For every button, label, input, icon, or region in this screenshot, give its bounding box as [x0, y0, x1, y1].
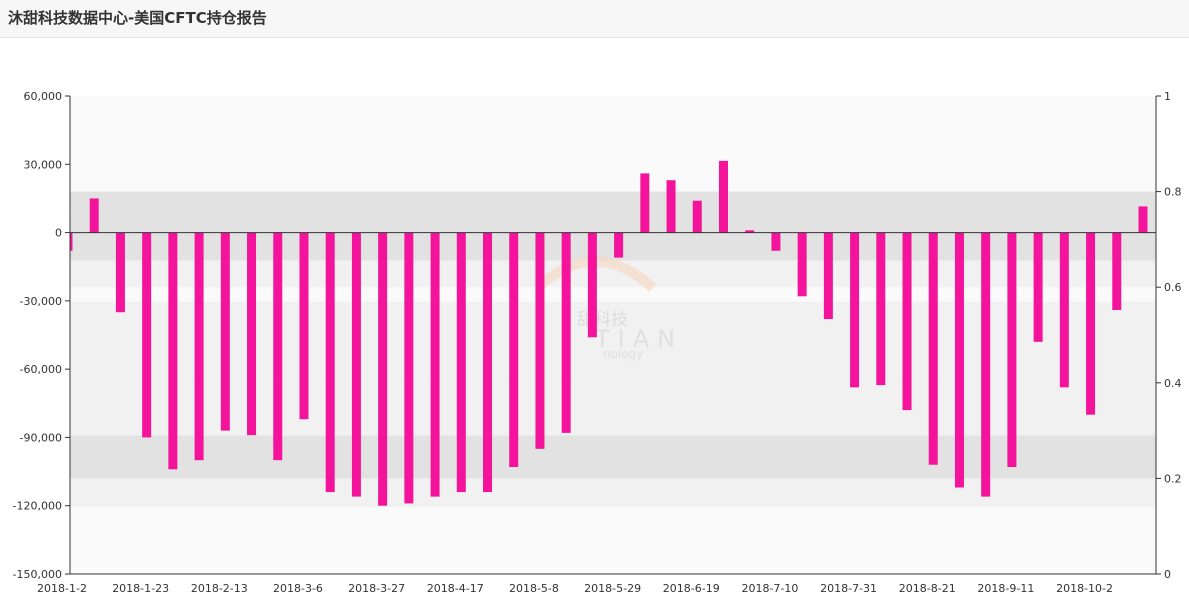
bar-20 — [587, 232, 597, 338]
bar-0 — [70, 232, 73, 251]
x-tick-label: 2018-4-17 — [427, 582, 484, 595]
band-5 — [70, 435, 1156, 479]
bar-2 — [115, 232, 125, 313]
left-tick-label: 0 — [55, 227, 62, 240]
bar-40 — [1112, 232, 1122, 310]
bar-22 — [640, 173, 650, 233]
x-tick-label: 2018-1-23 — [112, 582, 169, 595]
bar-29 — [823, 232, 833, 320]
x-tick-label: 2018-5-29 — [584, 582, 641, 595]
right-tick-label: 0.8 — [1164, 186, 1182, 199]
bar-41 — [1138, 206, 1148, 233]
x-tick-label: 2018-1-2 — [37, 582, 87, 595]
x-tick-label: 2018-2-13 — [191, 582, 248, 595]
bar-series — [70, 160, 1148, 506]
bar-8 — [273, 232, 283, 461]
bar-15 — [456, 232, 466, 493]
page-title: 沐甜科技数据中心-美国CFTC持仓报告 — [8, 9, 267, 27]
bar-10 — [325, 232, 335, 493]
right-tick-label: 0.4 — [1164, 377, 1182, 390]
bar-11 — [351, 232, 361, 497]
bar-23 — [666, 180, 676, 233]
watermark-en: TIAN — [594, 325, 683, 353]
bar-6 — [220, 232, 230, 431]
bar-1 — [89, 198, 99, 233]
x-tick-label: 2018-3-6 — [273, 582, 323, 595]
x-tick-label: 2018-10-2 — [1056, 582, 1113, 595]
right-tick-label: 0.6 — [1164, 281, 1182, 294]
bar-16 — [483, 232, 493, 493]
band-4 — [70, 478, 1156, 508]
left-y-axis: 60,000 30,000 0 -30,000 -60,000 -90,000 -120,0… — [13, 90, 71, 581]
left-tick-label: -120,000 — [13, 500, 62, 513]
x-axis: 2018-1-2 2018-1-23 2018-2-13 2018-3-6 2018-3… — [37, 573, 1156, 595]
bar-14 — [430, 232, 440, 497]
bar-9 — [299, 232, 309, 420]
bar-4 — [168, 232, 178, 470]
watermark-sub: nology — [603, 347, 643, 361]
bar-32 — [902, 232, 912, 411]
bar-35 — [981, 232, 991, 497]
x-tick-label: 2018-9-11 — [977, 582, 1034, 595]
bar-17 — [509, 232, 519, 468]
bar-39 — [1086, 232, 1096, 415]
x-tick-label: 2018-3-27 — [348, 582, 405, 595]
x-tick-label: 2018-5-8 — [509, 582, 559, 595]
left-tick-label: 60,000 — [24, 90, 63, 103]
bar-37 — [1033, 232, 1043, 342]
x-tick-label: 2018-7-31 — [820, 582, 877, 595]
bar-28 — [797, 232, 807, 297]
left-tick-label: -90,000 — [20, 431, 62, 444]
band-2 — [70, 212, 1156, 261]
bar-30 — [850, 232, 860, 388]
bar-36 — [1007, 232, 1017, 468]
x-tick-label: 2018-7-10 — [741, 582, 798, 595]
bar-7 — [247, 232, 257, 436]
bar-27 — [771, 232, 781, 251]
x-tick-label: 2018-6-19 — [663, 582, 720, 595]
bar-18 — [535, 232, 545, 449]
right-tick-label: 0 — [1164, 568, 1171, 581]
bar-13 — [404, 232, 414, 504]
left-tick-label: -60,000 — [20, 363, 62, 376]
bar-5 — [194, 232, 204, 461]
bar-26 — [745, 230, 755, 233]
left-tick-label: -30,000 — [20, 295, 62, 308]
right-tick-label: 0.2 — [1164, 472, 1182, 485]
band-1 — [70, 191, 1156, 213]
header-bar: 沐甜科技数据中心-美国CFTC持仓报告 — [0, 0, 1189, 38]
bar-25 — [718, 160, 728, 233]
left-tick-label: 30,000 — [24, 158, 63, 171]
bar-34 — [954, 232, 964, 488]
bar-38 — [1059, 232, 1069, 388]
bar-33 — [928, 232, 938, 465]
x-tick-label: 2018-8-21 — [899, 582, 956, 595]
right-y-axis: 1 0.8 0.6 0.4 0.2 0 — [1155, 90, 1182, 581]
bar-24 — [692, 200, 702, 233]
right-tick-label: 1 — [1164, 90, 1171, 103]
bar-31 — [876, 232, 886, 386]
bar-21 — [614, 232, 624, 258]
bar-12 — [378, 232, 388, 506]
band-6 — [70, 382, 1156, 436]
left-tick-label: -150,000 — [13, 568, 62, 581]
bar-19 — [561, 232, 571, 433]
bar-3 — [142, 232, 152, 438]
